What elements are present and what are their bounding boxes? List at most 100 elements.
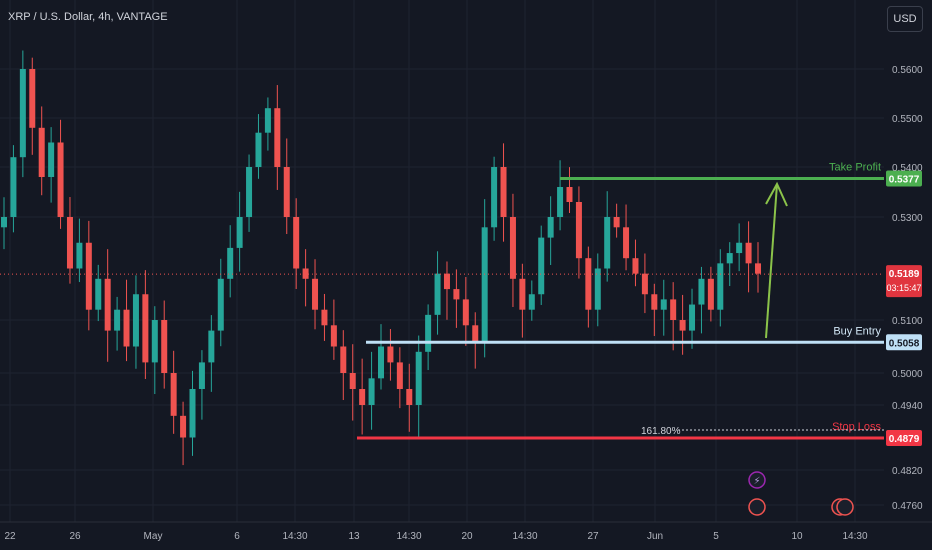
candle-body [180, 415, 187, 438]
candle-body [547, 217, 554, 238]
candle-body [227, 247, 234, 279]
time-tick-label: May [144, 531, 163, 542]
stop-loss-label: Stop Loss [832, 421, 881, 433]
us-flag-icon[interactable] [836, 498, 854, 516]
arrow-head [765, 181, 788, 207]
us-flag-icon[interactable] [748, 498, 766, 516]
currency-button[interactable]: USD [887, 6, 923, 32]
candle-body [519, 278, 526, 310]
price-tick-label: 0.5300 [892, 213, 923, 224]
stop-loss-tag-text: 0.4879 [889, 434, 920, 445]
target-arrow [765, 183, 778, 339]
candle-body [95, 278, 102, 310]
price-tick-label: 0.5600 [892, 65, 923, 76]
candle-body [575, 202, 582, 259]
candle-body [660, 299, 667, 310]
time-tick-label: 6 [234, 531, 240, 542]
candle-body [736, 242, 743, 254]
candle-body [585, 258, 592, 310]
candle-body [1, 217, 7, 228]
price-tick-label: 0.5400 [892, 163, 923, 174]
price-tick-label: 0.4820 [892, 466, 923, 477]
candle-body [707, 278, 714, 310]
candle-body [594, 268, 601, 310]
candle-body [57, 142, 64, 217]
candle-body [321, 309, 328, 326]
time-tick-label: 14:30 [842, 531, 867, 542]
candle-body [132, 294, 139, 347]
candle-body [302, 268, 309, 279]
time-tick-label: 5 [713, 531, 719, 542]
candle-body [491, 167, 498, 228]
candle-body [264, 108, 271, 133]
candle-body [104, 278, 111, 331]
candle-body [443, 273, 450, 290]
candle-body [406, 389, 413, 405]
candle-body [340, 346, 347, 373]
price-tick-label: 0.5500 [892, 114, 923, 125]
candle-body [557, 187, 564, 217]
candle-body [10, 157, 17, 217]
candle-body [123, 309, 130, 347]
candle-body [425, 314, 432, 352]
candle-body [717, 263, 724, 310]
candle-body [76, 242, 83, 269]
candle-body [415, 351, 422, 405]
candle-body [114, 309, 121, 331]
lightning-glyph: ⚡ [753, 476, 760, 487]
candle-body [396, 362, 403, 389]
candle-body [566, 187, 573, 202]
candle-body [198, 362, 205, 389]
candle-body [378, 346, 384, 379]
candle-body [604, 217, 611, 269]
price-tick-label: 0.4940 [892, 401, 923, 412]
candle-body [189, 389, 196, 438]
candle-body [274, 108, 281, 167]
time-tick-label: 26 [69, 531, 81, 542]
time-tick-label: 14:30 [396, 531, 421, 542]
candle-body [679, 320, 686, 331]
candle-body [726, 253, 733, 264]
candle-body [528, 294, 535, 310]
candle-body [481, 227, 488, 342]
current-price-tag [886, 265, 922, 298]
candle-body [142, 294, 149, 363]
candle-body [246, 167, 253, 217]
time-tick-label: 14:30 [512, 531, 537, 542]
time-tick-label: 20 [461, 531, 473, 542]
candle-body [359, 389, 366, 405]
time-tick-label: 14:30 [282, 531, 307, 542]
take-profit-tag [886, 170, 922, 187]
candle-body [387, 346, 394, 363]
candle-body [755, 263, 761, 274]
candle-body [170, 373, 177, 416]
countdown-text: 03:15:47 [886, 283, 921, 293]
chart-title: XRP / U.S. Dollar, 4h, VANTAGE [8, 11, 168, 23]
candle-body [651, 294, 658, 310]
price-tick-label: 0.5000 [892, 369, 923, 380]
time-tick-label: Jun [647, 531, 663, 542]
take-profit-label: Take Profit [829, 162, 881, 174]
candle-body [623, 227, 630, 259]
time-tick-label: 10 [791, 531, 803, 542]
candle-body [745, 242, 752, 264]
fib-level-label: 161.80% [641, 426, 681, 437]
candle-body [293, 217, 300, 269]
take-profit-tag-text: 0.5377 [889, 175, 920, 186]
candle-body [698, 278, 705, 305]
candle-body [613, 217, 620, 228]
candle-body [368, 378, 375, 405]
candle-body [236, 217, 243, 248]
candle-body [509, 217, 516, 279]
candle-body [48, 142, 55, 177]
candle-body [330, 325, 337, 347]
candle-body [538, 237, 545, 295]
candle-body [434, 273, 441, 315]
candle-body [151, 320, 158, 363]
candle-body [85, 242, 92, 310]
lightning-icon[interactable] [748, 471, 766, 489]
candle-body [38, 127, 45, 177]
candle-body [208, 330, 215, 363]
